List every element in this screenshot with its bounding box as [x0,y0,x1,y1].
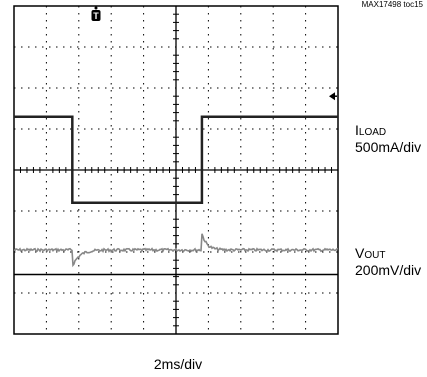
figure-id: MAX17498 toc15 [361,0,423,9]
trigger-dot [94,6,98,10]
trigger-marker [91,10,101,21]
iload-symbol: I [355,122,359,138]
vout-scale: 200mV/div [355,262,422,278]
iload-scale: 500mA/div [355,139,422,155]
iload-subscript: LOAD [358,127,387,138]
vout-trace [13,233,339,268]
vout-symbol: V [355,245,365,261]
vout-label: VOUT [355,245,385,264]
iload-trace [14,115,338,205]
iload-label: ILOAD [355,122,386,141]
trigger-marker-label: T [93,11,99,21]
vout-subscript: OUT [364,250,386,261]
channel-marker-arrow [329,92,335,101]
x-axis-scale: 2ms/div [153,356,203,372]
